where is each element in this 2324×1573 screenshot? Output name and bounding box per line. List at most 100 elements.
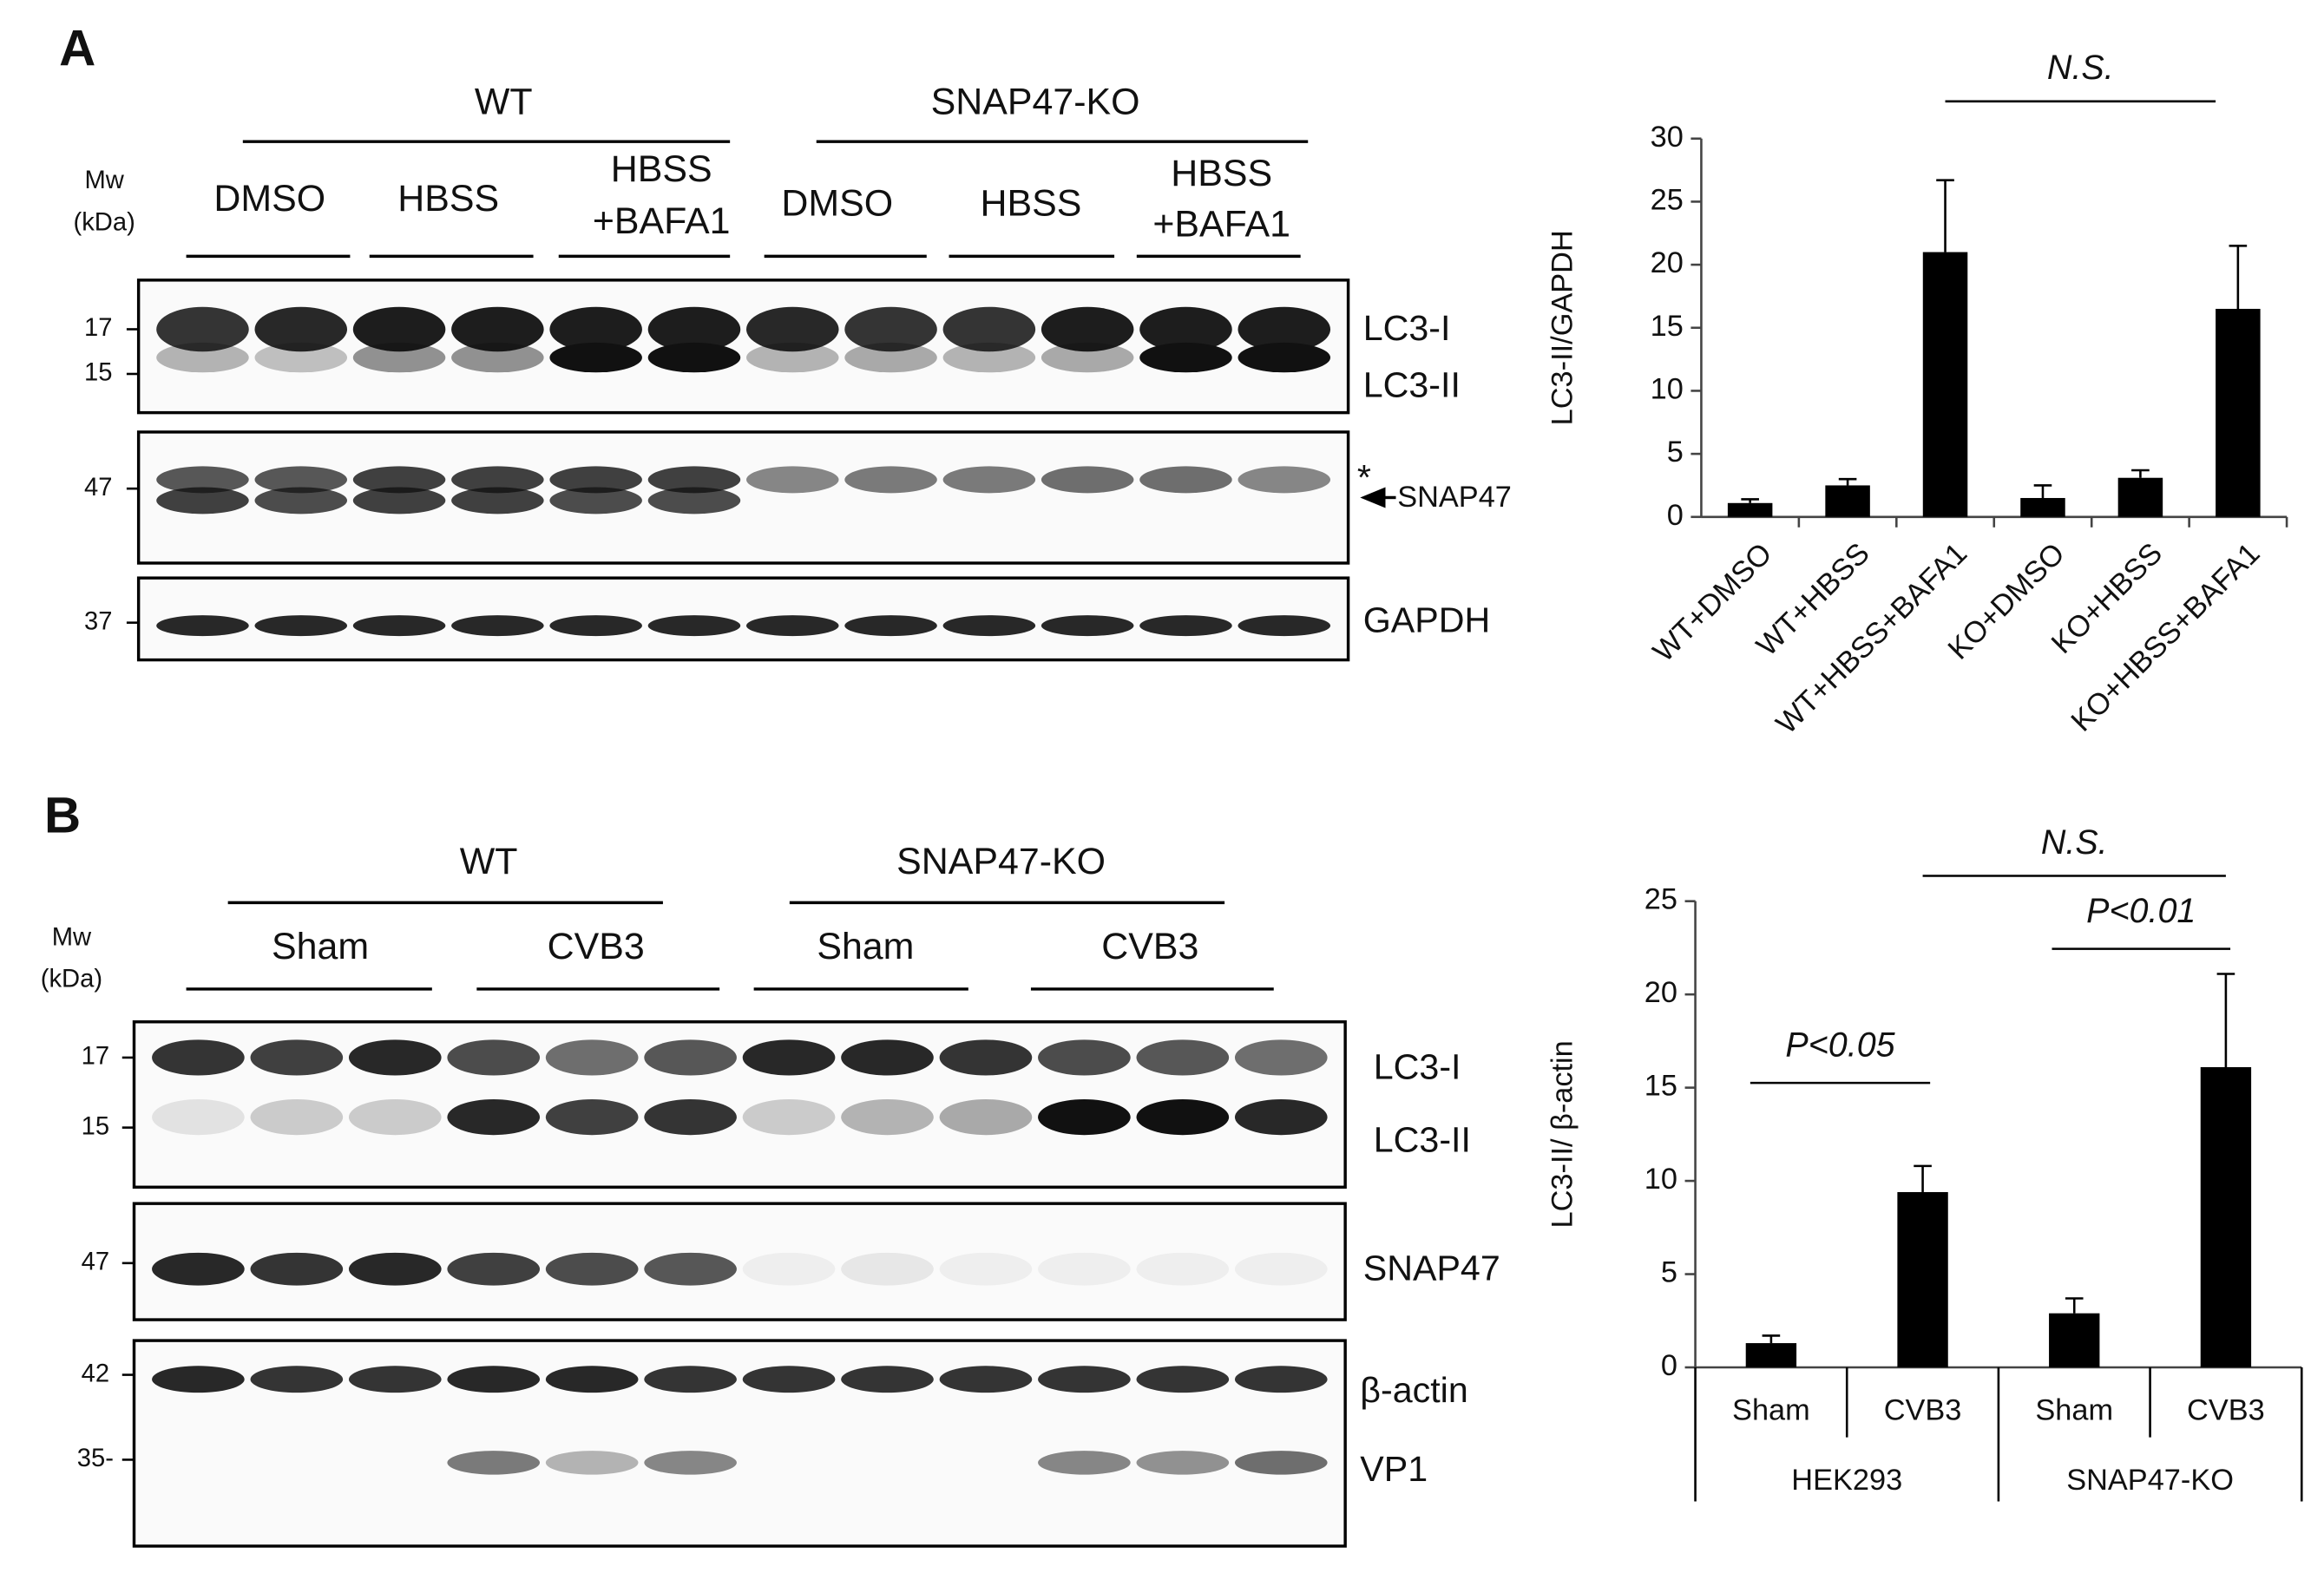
band xyxy=(1136,1451,1230,1475)
band-label: LC3-II xyxy=(1374,1120,1471,1160)
condition-label: Sham xyxy=(272,926,369,967)
band xyxy=(647,306,741,352)
bar xyxy=(2216,308,2261,517)
band-label: LC3-I xyxy=(1374,1047,1461,1087)
band-label: * xyxy=(1357,457,1371,497)
mw-marker: 37 xyxy=(84,607,112,635)
band xyxy=(1041,342,1134,373)
band xyxy=(152,1099,245,1136)
band-label: β-actin xyxy=(1360,1370,1467,1410)
condition-label: Sham xyxy=(817,926,914,967)
band xyxy=(545,1099,639,1136)
band xyxy=(1237,306,1331,352)
group-label: SNAP47-KO xyxy=(2066,1464,2234,1497)
band xyxy=(644,1099,737,1136)
mw-marker: 17 xyxy=(84,314,112,342)
band xyxy=(841,1099,934,1136)
band xyxy=(1237,342,1331,373)
condition-label: HBSS xyxy=(981,182,1082,224)
membrane xyxy=(126,576,1350,662)
band xyxy=(644,1252,737,1286)
mw-marker: 47 xyxy=(84,474,112,501)
x-tick-label: Sham xyxy=(1732,1394,1810,1427)
band xyxy=(152,1039,245,1076)
arrow xyxy=(1360,487,1386,508)
bar xyxy=(1727,502,1773,517)
y-tick-label: 5 xyxy=(1667,436,1684,469)
band xyxy=(254,466,348,494)
band xyxy=(1139,342,1232,373)
band xyxy=(156,615,249,637)
band xyxy=(352,615,446,637)
band xyxy=(746,342,839,373)
significance-label: P<0.05 xyxy=(1785,1026,1895,1064)
band xyxy=(545,1366,639,1393)
group-label: HEK293 xyxy=(1791,1464,1902,1497)
band xyxy=(742,1099,836,1136)
band xyxy=(447,1099,541,1136)
band xyxy=(746,466,839,494)
membrane xyxy=(121,1202,1347,1321)
band xyxy=(742,1366,836,1393)
x-tick-label: CVB3 xyxy=(1884,1394,1962,1427)
panel-letter: A xyxy=(59,21,95,77)
y-tick-label: 15 xyxy=(1651,310,1684,343)
band xyxy=(250,1252,344,1286)
y-tick-label: 10 xyxy=(1645,1163,1677,1196)
band xyxy=(742,1039,836,1076)
bar xyxy=(1922,252,1968,517)
band-label: LC3-II xyxy=(1363,364,1461,404)
band xyxy=(1038,1451,1131,1475)
band xyxy=(942,342,1036,373)
band xyxy=(549,466,642,494)
band xyxy=(844,306,937,352)
y-tick-label: 5 xyxy=(1661,1256,1677,1289)
y-tick-label: 25 xyxy=(1651,183,1684,216)
band xyxy=(746,615,839,637)
y-tick-label: 10 xyxy=(1651,373,1684,406)
band xyxy=(152,1252,245,1286)
band xyxy=(352,487,446,515)
band xyxy=(942,306,1036,352)
y-tick-label: 20 xyxy=(1645,976,1677,1009)
band xyxy=(1136,1366,1230,1393)
band xyxy=(545,1039,639,1076)
band xyxy=(348,1252,442,1286)
band xyxy=(156,342,249,373)
band xyxy=(156,487,249,515)
band xyxy=(447,1366,541,1393)
bar xyxy=(1745,1343,1797,1367)
significance-label: N.S. xyxy=(2041,823,2108,862)
condition-label: HBSS xyxy=(1171,153,1272,194)
membrane-frame xyxy=(136,279,1350,415)
condition-label: DMSO xyxy=(213,178,325,220)
mw-header: Mw xyxy=(84,167,124,194)
band xyxy=(844,342,937,373)
band xyxy=(156,466,249,494)
band-label: SNAP47 xyxy=(1363,1248,1500,1288)
band xyxy=(939,1039,1033,1076)
blot-panel-b: B Mw (kDa) WT SNAP47-KO Sham CVB3 Sham C… xyxy=(41,788,1500,1489)
significance-label: P<0.01 xyxy=(2086,892,2196,930)
band xyxy=(844,615,937,637)
group-label: SNAP47-KO xyxy=(896,841,1106,882)
mw-marker: 17 xyxy=(82,1043,109,1071)
band xyxy=(1139,615,1232,637)
blot-panel-a: A Mw (kDa) WT SNAP47-KO DMSO HBSS HBSS +… xyxy=(59,21,1512,640)
significance-label: N.S. xyxy=(2047,49,2114,87)
band xyxy=(742,1252,836,1286)
band xyxy=(841,1252,934,1286)
band xyxy=(451,466,544,494)
band xyxy=(1041,615,1134,637)
band xyxy=(451,342,544,373)
panel-letter: B xyxy=(44,788,81,844)
band xyxy=(1038,1099,1131,1136)
band xyxy=(1237,466,1331,494)
y-tick-label: 30 xyxy=(1651,121,1684,154)
membrane xyxy=(121,1339,1347,1548)
condition-label: +BAFA1 xyxy=(1152,203,1290,245)
band xyxy=(844,466,937,494)
group-label: WT xyxy=(460,841,518,882)
band xyxy=(348,1099,442,1136)
